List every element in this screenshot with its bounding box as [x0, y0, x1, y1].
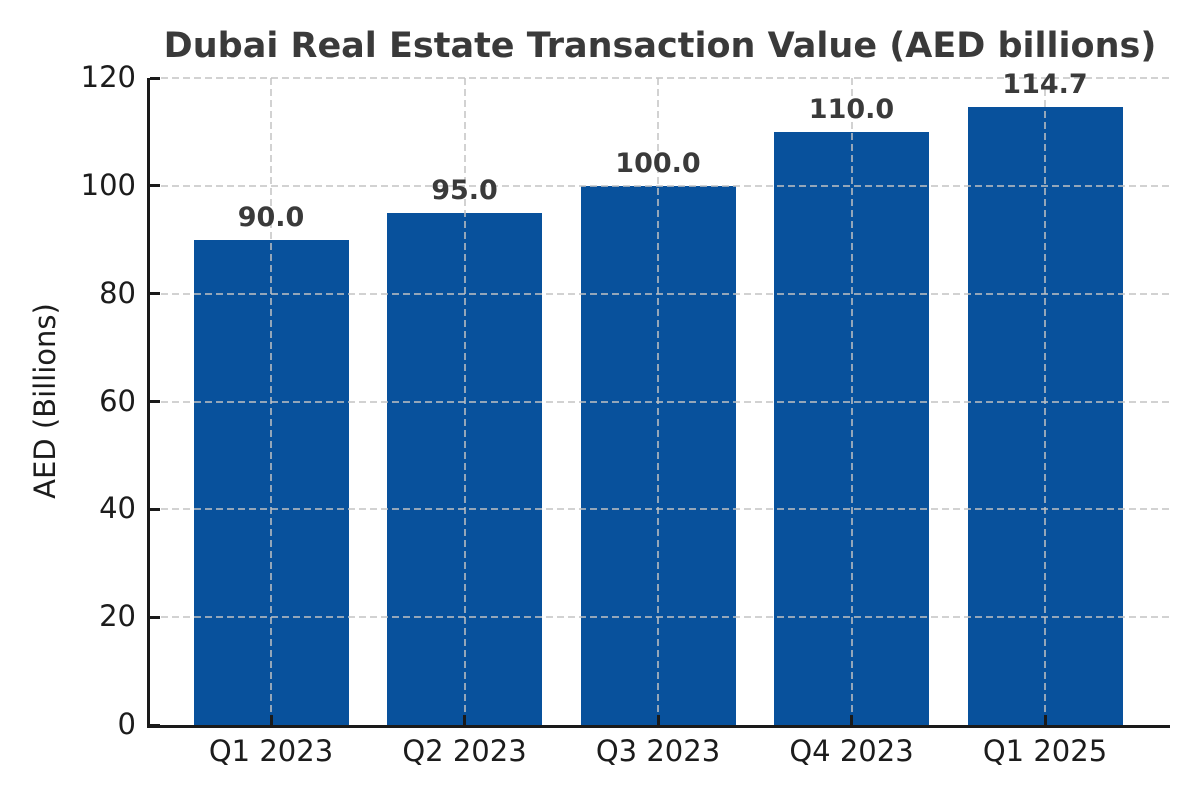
y-tick-label: 80 [99, 275, 136, 310]
x-tick-label: Q4 2023 [789, 734, 914, 768]
bar-q3-2023 [580, 185, 736, 725]
y-tick-mark [150, 400, 160, 403]
x-tick-mark [463, 715, 466, 725]
y-tick-label: 100 [80, 167, 136, 202]
bar-value-label: 100.0 [615, 147, 701, 179]
y-tick-mark [150, 507, 160, 511]
y-tick-mark [150, 615, 160, 619]
y-tick-label: 60 [99, 383, 136, 418]
x-tick-label: Q1 2025 [982, 734, 1108, 768]
bar-q1-2025 [967, 106, 1123, 725]
y-tick-mark [150, 76, 160, 80]
x-tick-mark [269, 715, 273, 725]
y-tick-mark [150, 184, 160, 188]
x-tick-mark [850, 715, 853, 725]
y-tick-label: 120 [80, 60, 136, 94]
bar-value-label: 114.7 [1002, 68, 1088, 100]
y-tick-label: 20 [99, 599, 136, 634]
bar-value-label: 95.0 [431, 174, 498, 206]
bar-q4-2023 [774, 131, 929, 725]
x-tick-mark [656, 715, 660, 725]
x-tick-label: Q1 2023 [208, 734, 334, 768]
chart-title: Dubai Real Estate Transaction Value (AED… [163, 26, 1157, 66]
y-axis-line [147, 78, 150, 728]
y-tick-mark [150, 292, 160, 296]
x-axis-line [147, 725, 1170, 728]
bar-q1-2023 [193, 239, 349, 725]
x-tick-label: Q2 2023 [402, 734, 527, 768]
bar-q2-2023 [387, 212, 542, 725]
bar-value-label: 90.0 [237, 201, 305, 233]
y-tick-label: 40 [99, 491, 136, 526]
x-tick-label: Q3 2023 [595, 734, 721, 768]
x-tick-mark [1043, 715, 1047, 725]
y-tick-label: 0 [117, 707, 136, 741]
bar-value-label: 110.0 [808, 93, 895, 125]
